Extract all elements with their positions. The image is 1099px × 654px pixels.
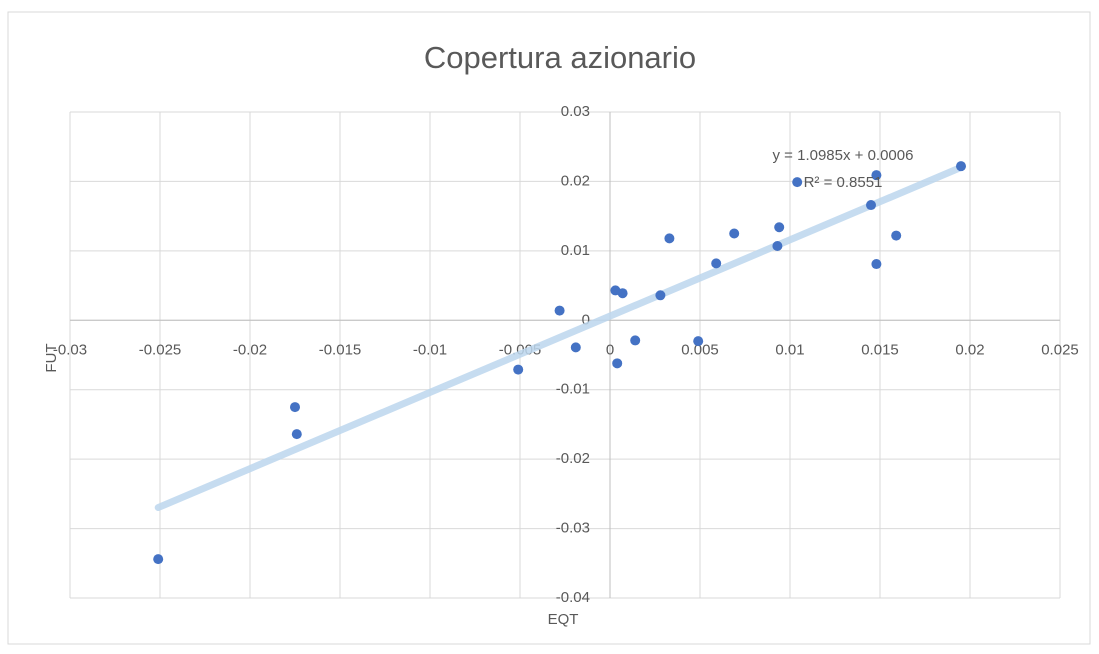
chart-title: Copertura azionario: [424, 40, 696, 75]
point: [774, 222, 785, 233]
point: [612, 358, 623, 369]
y-axis-title: FUT: [43, 343, 60, 372]
point: [630, 335, 641, 346]
x-tick-label: 0.01: [775, 341, 804, 358]
x-tick-label: -0.005: [499, 341, 542, 358]
point: [871, 259, 882, 270]
y-tick-label: -0.03: [556, 520, 590, 537]
point: [291, 429, 302, 440]
x-tick-label: -0.01: [413, 341, 447, 358]
point: [693, 336, 704, 347]
x-tick-label: -0.025: [139, 341, 182, 358]
point: [513, 364, 524, 375]
x-tick-label: 0.025: [1041, 341, 1079, 358]
point: [866, 200, 876, 211]
trendline-equation: y = 1.0985x + 0.0006: [773, 147, 914, 164]
y-tick-label: 0: [582, 311, 590, 328]
point: [729, 228, 740, 239]
y-tick-label: -0.02: [556, 450, 590, 467]
point: [792, 177, 803, 188]
x-tick-label: -0.02: [233, 341, 267, 358]
point: [664, 233, 675, 244]
point: [617, 288, 628, 299]
x-tick-label: 0.02: [955, 341, 984, 358]
point: [570, 342, 581, 353]
chart-frame: [7, 11, 1091, 645]
x-tick-label: 0.005: [681, 341, 719, 358]
y-tick-label: 0.01: [561, 242, 590, 259]
point: [290, 402, 300, 413]
y-tick-label: 0.02: [561, 172, 590, 189]
point: [554, 305, 565, 316]
y-tick-label: -0.04: [556, 589, 590, 606]
trendline: [154, 163, 965, 512]
point: [655, 290, 666, 301]
point: [891, 230, 902, 241]
point: [153, 554, 164, 565]
trendline-r2: R² = 0.8551: [804, 174, 883, 191]
y-tick-label: 0.03: [561, 103, 590, 120]
x-tick-label: 0.015: [861, 341, 899, 358]
x-tick-label: 0: [606, 341, 614, 358]
point: [956, 161, 966, 172]
x-tick-label: -0.03: [53, 341, 87, 358]
point: [711, 258, 722, 269]
point: [772, 240, 783, 251]
y-tick-label: -0.01: [556, 381, 590, 398]
x-tick-label: -0.015: [319, 341, 362, 358]
x-axis-title: EQT: [548, 611, 579, 628]
point: [871, 170, 882, 181]
